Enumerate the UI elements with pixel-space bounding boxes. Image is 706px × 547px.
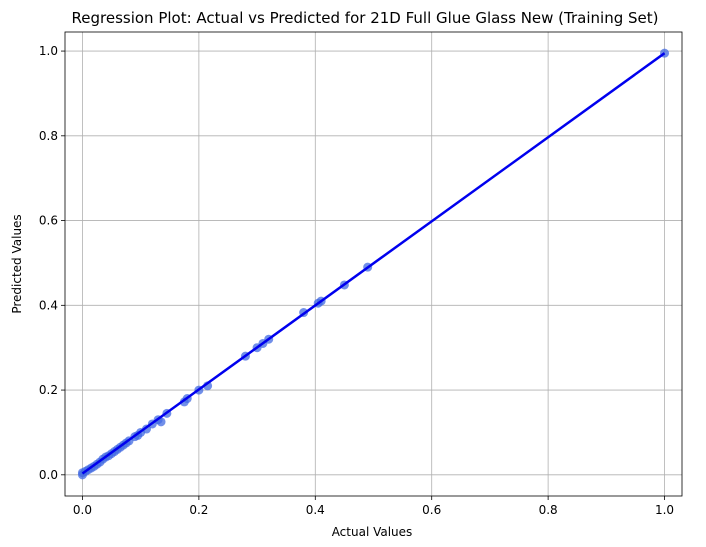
x-axis-label: Actual Values: [332, 525, 413, 539]
x-tick-label: 0.4: [306, 503, 325, 517]
x-tick-label: 0.6: [422, 503, 441, 517]
y-axis-label: Predicted Values: [10, 214, 24, 313]
regression-line: [81, 52, 666, 475]
y-tick-label: 0.6: [39, 214, 58, 228]
x-tick-label: 1.0: [655, 503, 674, 517]
plot-frame: [64, 31, 683, 497]
y-tick-label: 0.2: [39, 383, 58, 397]
x-tick-label: 0.2: [189, 503, 208, 517]
y-tick-label: 0.0: [39, 468, 58, 482]
regression-line-group: [81, 52, 666, 475]
y-tick-label: 0.4: [39, 298, 58, 312]
y-tick-label: 0.8: [39, 129, 58, 143]
chart-title: Regression Plot: Actual vs Predicted for…: [72, 9, 659, 27]
grid-lines: [65, 32, 682, 496]
x-axis-ticks: 0.0 0.2 0.4 0.6 0.8 1.0: [73, 496, 674, 517]
x-tick-label: 0.8: [539, 503, 558, 517]
x-tick-label: 0.0: [73, 503, 92, 517]
y-axis-ticks: 0.0 0.2 0.4 0.6 0.8 1.0: [39, 44, 65, 482]
y-tick-label: 1.0: [39, 44, 58, 58]
